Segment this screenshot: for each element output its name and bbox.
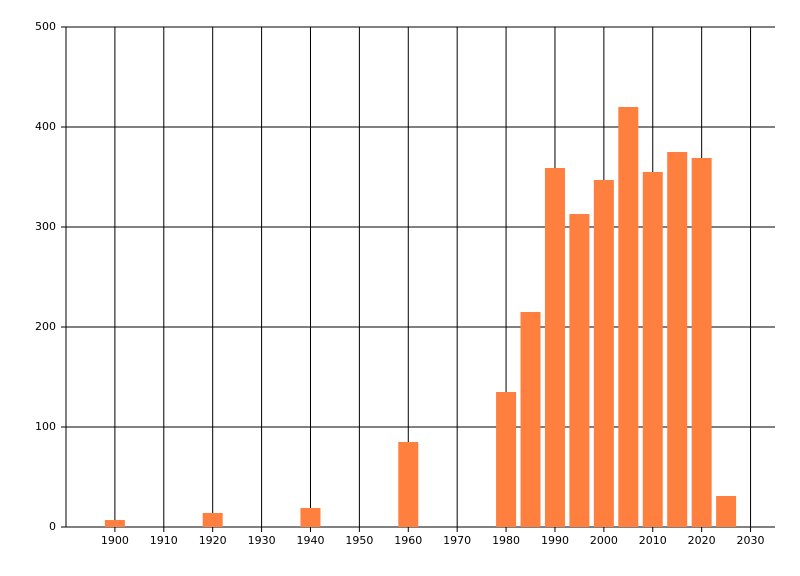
x-tick-label: 1920 (199, 534, 227, 547)
x-tick-label: 1950 (345, 534, 373, 547)
bar (520, 312, 541, 527)
x-tick-label: 1980 (492, 534, 520, 547)
y-tick-label: 200 (35, 320, 56, 333)
y-tick-label: 0 (49, 520, 56, 533)
y-tick-label: 400 (35, 120, 56, 133)
bar (496, 392, 517, 527)
bar (104, 520, 125, 527)
bar (300, 508, 321, 527)
x-tick-label: 1990 (541, 534, 569, 547)
x-tick-label: 2030 (737, 534, 765, 547)
bar (691, 158, 712, 527)
bar (716, 496, 737, 527)
x-tick-label: 2020 (688, 534, 716, 547)
x-tick-label: 2000 (590, 534, 618, 547)
y-tick-label: 100 (35, 420, 56, 433)
bar (569, 214, 590, 527)
x-tick-label: 1960 (394, 534, 422, 547)
bar (593, 180, 614, 527)
bar (544, 168, 565, 527)
y-tick-label: 500 (35, 20, 56, 33)
x-tick-label: 1930 (248, 534, 276, 547)
bar (398, 442, 419, 527)
y-tick-label: 300 (35, 220, 56, 233)
bar (202, 513, 223, 527)
x-tick-label: 1970 (443, 534, 471, 547)
x-tick-label: 1940 (296, 534, 324, 547)
x-tick-label: 2010 (639, 534, 667, 547)
x-tick-label: 1910 (150, 534, 178, 547)
x-tick-label: 1900 (101, 534, 129, 547)
bar (667, 152, 688, 527)
bar (618, 107, 639, 527)
bar (642, 172, 663, 527)
